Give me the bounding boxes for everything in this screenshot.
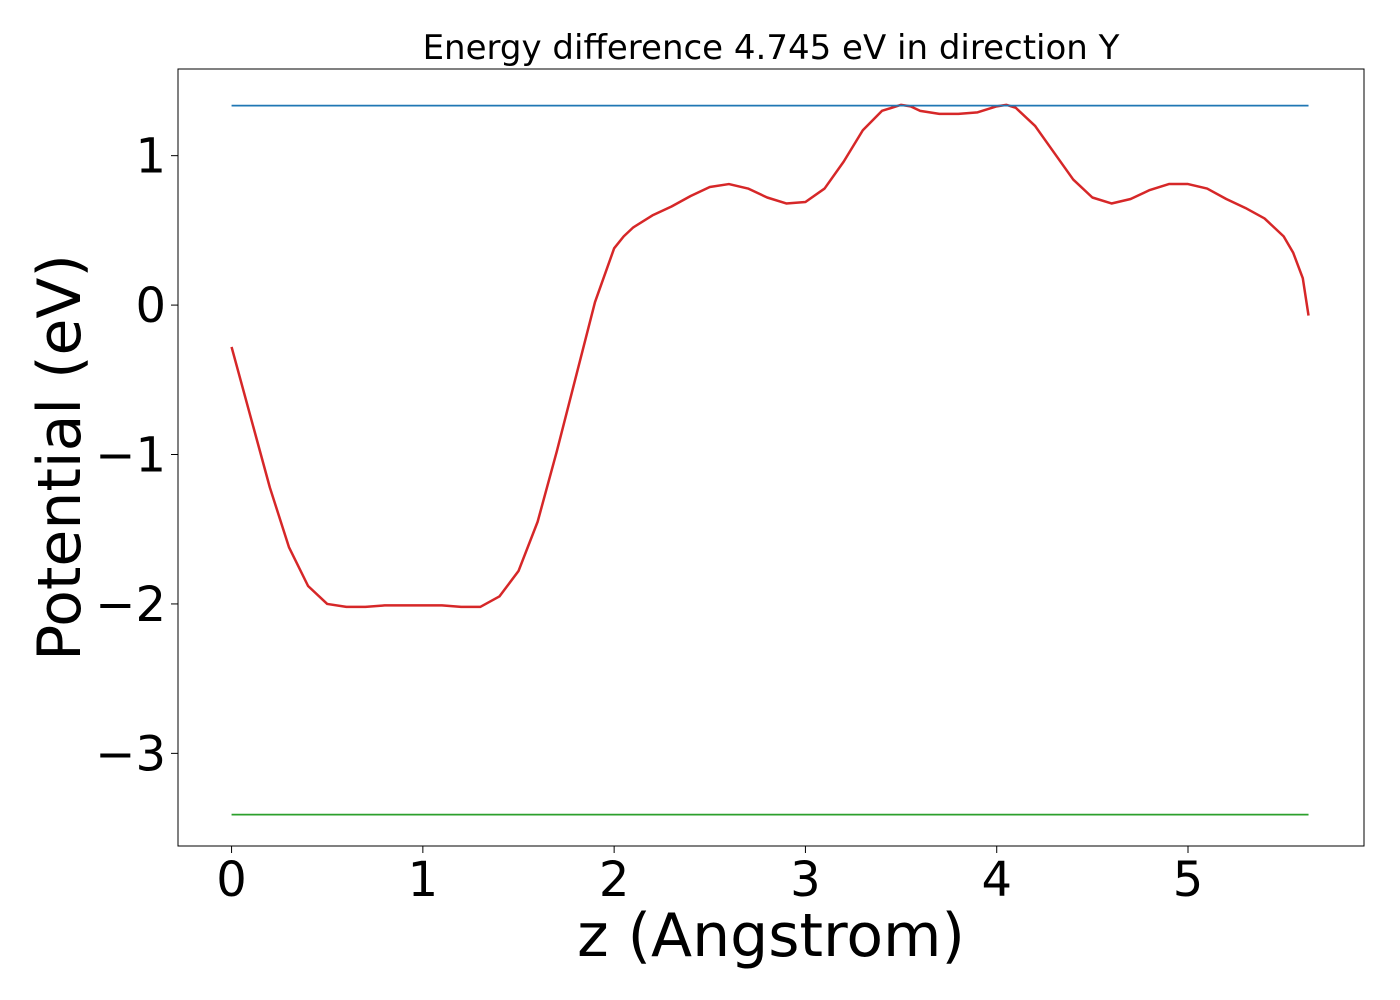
x-tick-label: 5: [1173, 852, 1204, 908]
y-tick-label: 0: [135, 278, 166, 334]
series-layer: [230, 103, 1310, 816]
y-axis-ticks: 1 0 −1 −2 −3: [95, 129, 178, 782]
x-axis-ticks: 0 1 2 3 4 5: [216, 846, 1203, 908]
series-line-1: [230, 103, 1310, 609]
y-tick-label: 1: [135, 129, 166, 185]
y-tick-label: −3: [95, 726, 166, 782]
x-tick-label: 1: [408, 852, 439, 908]
x-tick-label: 0: [216, 852, 247, 908]
x-tick-label: 4: [981, 852, 1012, 908]
y-tick-label: −1: [95, 428, 166, 484]
y-axis-label: Potential (eV): [25, 254, 95, 661]
x-tick-label: 3: [790, 852, 821, 908]
x-axis-label: z (Angstrom): [577, 901, 965, 971]
chart-title: Energy difference 4.745 eV in direction …: [423, 28, 1120, 68]
y-tick-label: −2: [95, 577, 166, 633]
plot-frame: [177, 68, 1365, 847]
x-tick-label: 2: [599, 852, 630, 908]
